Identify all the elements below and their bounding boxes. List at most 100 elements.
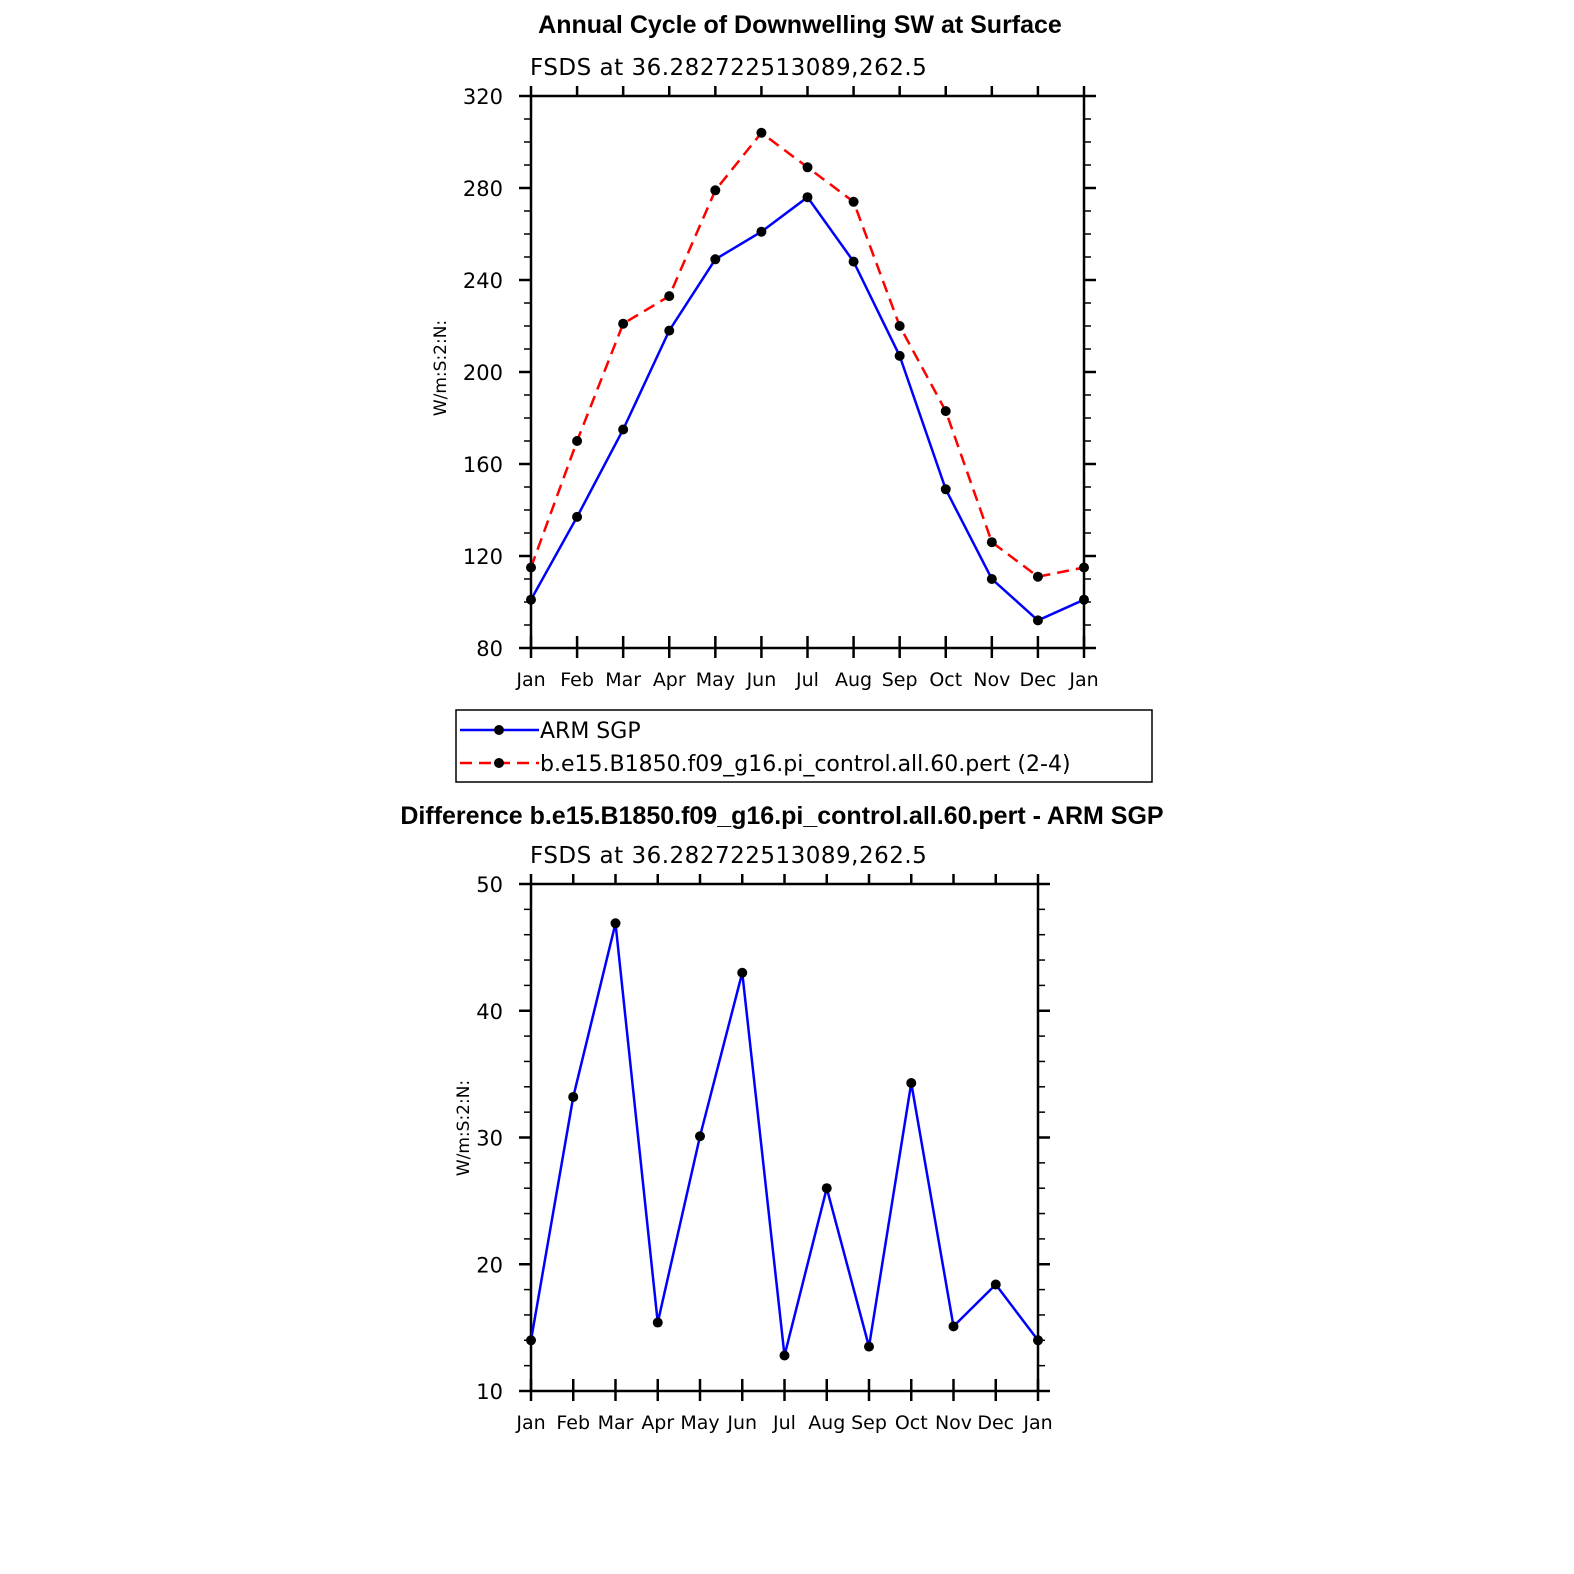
chart2-xtick-label: Feb xyxy=(556,1412,590,1434)
chart1-series-line-0 xyxy=(529,195,1085,622)
chart1-xtick-label: Nov xyxy=(973,669,1010,691)
chart2-ytick-label: 20 xyxy=(476,1253,503,1277)
chart2-xtick-label: Jan xyxy=(1022,1412,1052,1434)
chart2-lines xyxy=(529,922,1039,1356)
chart2-series-0-point xyxy=(779,1350,790,1361)
chart2-xtick-label: Dec xyxy=(977,1412,1014,1434)
chart1-series-1-point xyxy=(894,321,905,331)
chart1-series-0-point xyxy=(710,254,721,265)
chart1-series-0-point xyxy=(618,424,629,435)
chart1-series-1-point xyxy=(1079,562,1089,573)
chart2-ytick-label: 30 xyxy=(476,1127,503,1151)
chart1-xtick-label: May xyxy=(696,669,735,691)
chart2-xtick-label: May xyxy=(680,1412,719,1434)
chart1-series-0-point xyxy=(848,256,859,267)
chart2-series-0-point xyxy=(568,1091,579,1102)
chart1-lines xyxy=(529,131,1085,622)
chart1-xtick-label: Jan xyxy=(1068,669,1098,691)
chart1-ytick-label: 240 xyxy=(463,269,503,293)
chart1-xtick-label: Aug xyxy=(835,669,872,691)
chart2-series-0-point xyxy=(737,967,748,978)
chart2-series-0-point xyxy=(695,1131,705,1142)
chart1-xtick-label: Jun xyxy=(746,669,777,691)
legend-label-arm-sgp: ARM SGP xyxy=(540,719,641,744)
legend-label-model: b.e15.B1850.f09_g16.pi_control.all.60.pe… xyxy=(540,752,1071,777)
chart1-plot-frame xyxy=(529,94,1086,650)
chart1-series-0-point xyxy=(1079,594,1089,605)
chart1-xtick-label: Jan xyxy=(515,669,545,691)
chart2-xtick-label: Sep xyxy=(851,1412,887,1434)
chart1-series-0-point xyxy=(1032,615,1043,626)
chart1-subtitle: FSDS at 36.282722513089,262.5 xyxy=(530,55,927,81)
chart1-xtick-label: Oct xyxy=(929,669,962,691)
legend-marker-arm-sgp xyxy=(494,725,504,735)
chart2-series-0-point xyxy=(821,1183,832,1194)
chart1-xtick-label: Sep xyxy=(882,669,918,691)
chart2-xtick-label: Jul xyxy=(772,1412,796,1434)
chart2-ytick-label: 10 xyxy=(476,1380,503,1404)
chart1-ylabel: W/m:S:2:N: xyxy=(431,320,451,416)
chart2-xtick-label: Jan xyxy=(515,1412,545,1434)
chart2-xtick-label: Jun xyxy=(726,1412,757,1434)
chart1-series-0-point xyxy=(664,325,675,336)
chart1-xtick-label: Jul xyxy=(795,669,819,691)
chart1-xtick-label: Apr xyxy=(653,669,686,691)
difference-chart: Difference b.e15.B1850.f09_g16.pi_contro… xyxy=(400,802,1163,1434)
chart2-series-0-point xyxy=(948,1321,959,1332)
chart1-axes: Jan Feb Mar Apr May Jun Jul Aug Sep Oct Nov Dec Jan 8… xyxy=(463,85,1099,691)
chart2-title: Difference b.e15.B1850.f09_g16.pi_contro… xyxy=(400,802,1163,830)
chart2-ylabel: W/m:S:2:N: xyxy=(454,1080,474,1176)
chart1-series-1-point xyxy=(940,406,951,417)
chart2-axes: Jan Feb Mar Apr May Jun Jul Aug Sep Oct Nov Dec Jan 1… xyxy=(476,873,1052,1434)
chart1-legend: ARM SGP b.e15.B1850.f09_g16.pi_control.a… xyxy=(455,709,1153,783)
chart1-ytick-label: 120 xyxy=(463,545,503,569)
chart1-series-1-point xyxy=(572,436,583,446)
chart2-xtick-label: Aug xyxy=(808,1412,845,1434)
annual-cycle-chart: Annual Cycle of Downwelling SW at Surfac… xyxy=(431,11,1153,783)
chart2-xtick-label: Oct xyxy=(895,1412,928,1434)
chart1-markers xyxy=(526,127,1089,626)
chart1-series-0-point xyxy=(894,350,905,361)
chart2-ytick-label: 40 xyxy=(476,1000,503,1024)
chart1-series-0-point xyxy=(572,511,583,522)
chart2-xtick-label: Apr xyxy=(641,1412,674,1434)
chart1-series-1-point xyxy=(710,185,721,196)
chart2-series-0-point xyxy=(652,1317,663,1328)
chart1-series-0-point xyxy=(802,192,813,203)
chart1-xtick-label: Mar xyxy=(605,669,641,691)
chart1-ytick-label: 320 xyxy=(463,85,503,109)
chart1-ytick-label: 280 xyxy=(463,177,503,201)
chart1-series-1-point xyxy=(756,127,767,138)
chart2-series-0-point xyxy=(990,1279,1001,1290)
chart1-series-1-point xyxy=(802,162,813,173)
chart2-ytick-label: 50 xyxy=(476,873,503,897)
chart2-subtitle: FSDS at 36.282722513089,262.5 xyxy=(530,843,927,869)
chart1-ytick-label: 160 xyxy=(463,453,503,477)
chart1-series-1-point xyxy=(664,291,675,302)
legend-marker-model xyxy=(494,758,504,768)
chart1-series-0-point xyxy=(940,484,951,495)
chart2-series-line-0 xyxy=(529,922,1039,1356)
chart2-series-0-point xyxy=(526,1335,536,1346)
chart1-series-0-point xyxy=(526,594,536,605)
chart1-series-1-point xyxy=(1032,571,1043,582)
chart2-series-0-point xyxy=(610,918,621,929)
chart1-series-0-point xyxy=(756,226,767,237)
chart1-series-1-point xyxy=(848,196,859,207)
chart2-series-0-point xyxy=(906,1077,917,1088)
chart1-ytick-label: 80 xyxy=(476,637,503,661)
chart1-series-1-point xyxy=(526,562,536,573)
chart2-markers xyxy=(526,918,1043,1361)
chart1-series-1-point xyxy=(986,537,997,548)
chart1-series-0-point xyxy=(986,574,997,584)
chart1-xtick-label: Dec xyxy=(1020,669,1057,691)
chart1-title: Annual Cycle of Downwelling SW at Surfac… xyxy=(538,11,1062,39)
chart2-xtick-label: Nov xyxy=(935,1412,972,1434)
legend-box xyxy=(455,709,1153,783)
chart1-xtick-label: Feb xyxy=(560,669,594,691)
chart2-series-0-point xyxy=(1033,1335,1043,1346)
chart1-ytick-label: 200 xyxy=(463,361,503,385)
chart2-xtick-label: Mar xyxy=(598,1412,634,1434)
chart2-series-0-point xyxy=(864,1341,874,1352)
